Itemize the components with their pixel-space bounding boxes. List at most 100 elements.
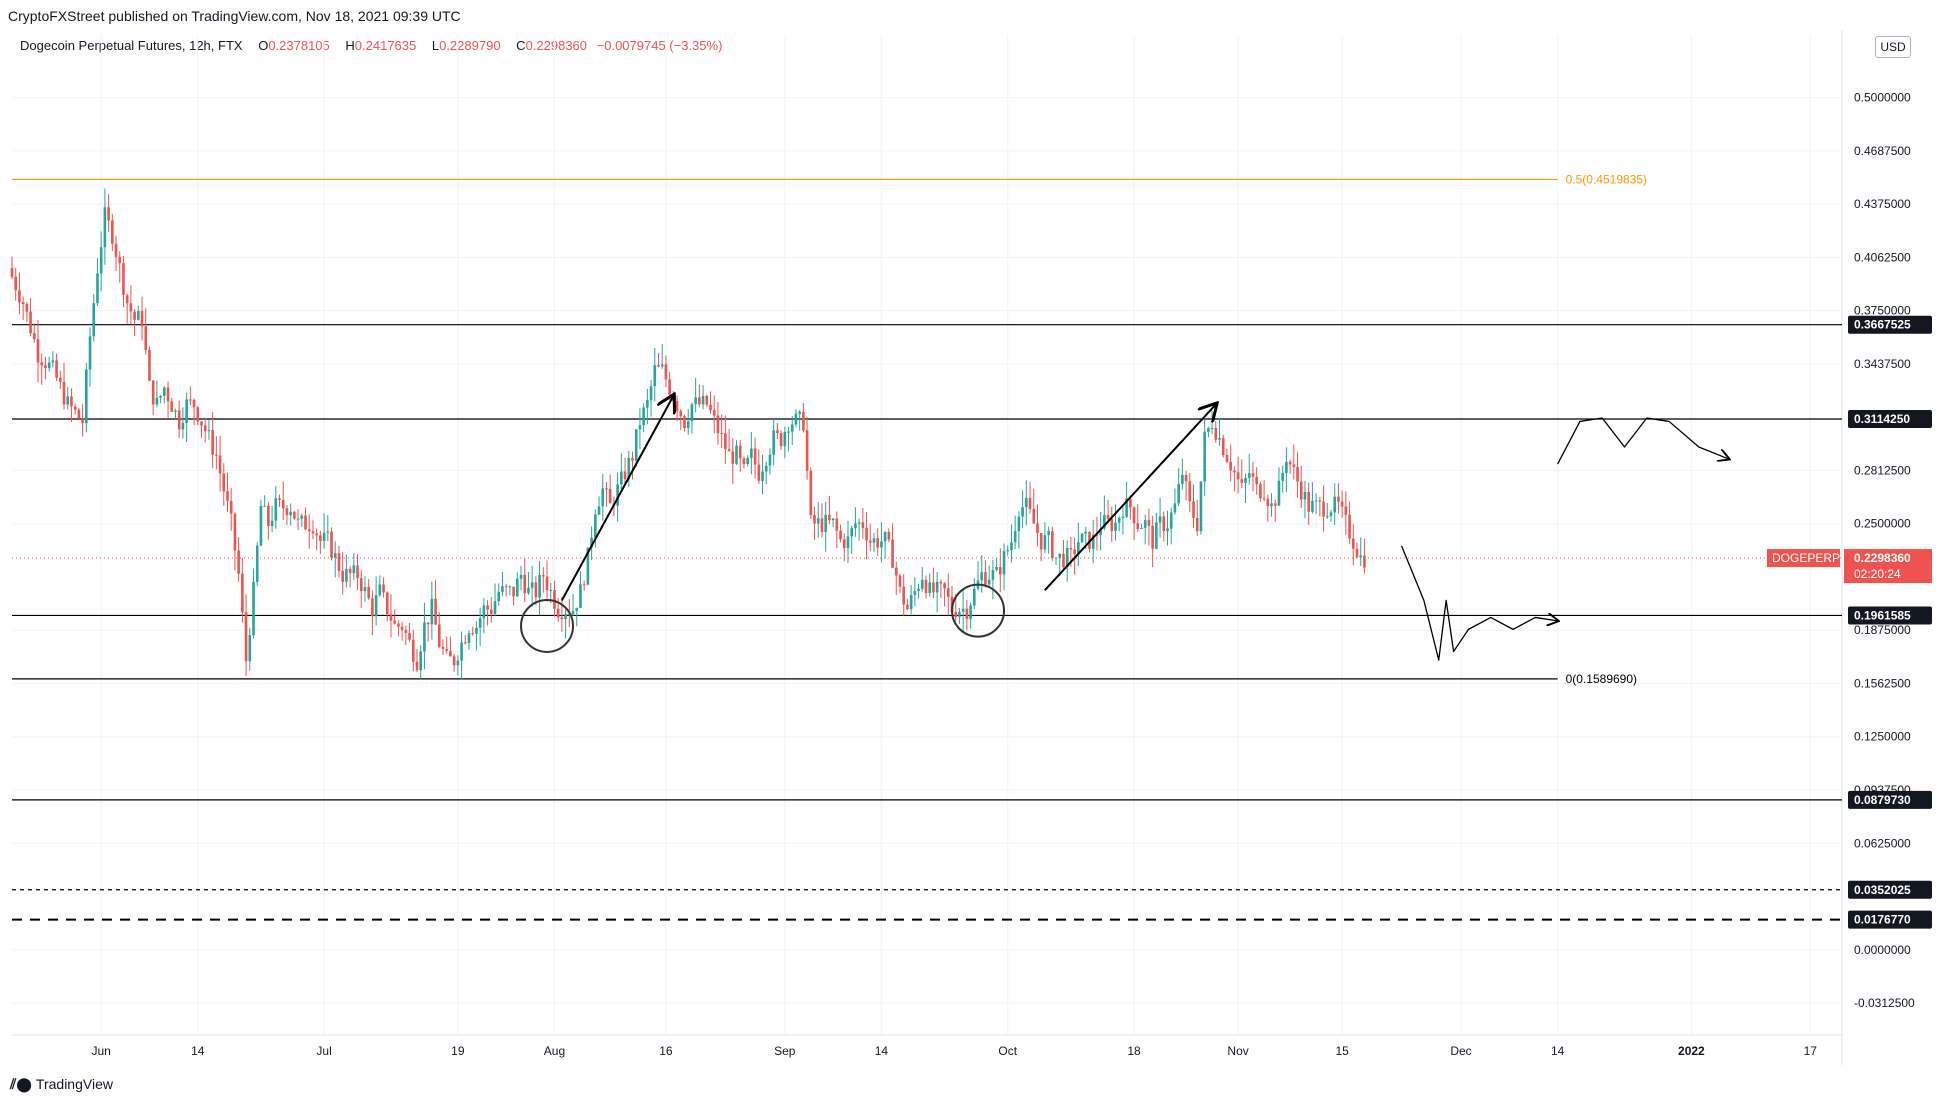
candle-body — [538, 575, 541, 598]
candle-body — [345, 568, 348, 582]
candle-body — [114, 243, 118, 257]
candle-body — [96, 273, 99, 304]
candle-body — [486, 605, 489, 610]
candle-body — [631, 457, 634, 461]
candle-body — [973, 588, 976, 606]
level-tag-bg — [1848, 910, 1932, 929]
candle-body — [686, 421, 690, 429]
candle-body — [1017, 516, 1021, 532]
publisher-line: CryptoFXStreet published on TradingView.… — [8, 8, 461, 24]
candle-body — [887, 531, 891, 540]
level-tag-label: 0.0176770 — [1854, 913, 1911, 927]
candle-body — [761, 471, 764, 481]
candle-body — [1028, 497, 1032, 509]
candle-body — [471, 633, 475, 635]
candle-body — [419, 651, 422, 671]
candle-body — [1051, 531, 1054, 559]
candle-body — [397, 623, 400, 627]
candle-body — [530, 582, 534, 588]
candle-body — [226, 491, 229, 501]
candle-body — [1214, 427, 1218, 440]
candle-body — [1266, 498, 1270, 507]
candle-body — [779, 433, 783, 447]
candle-body — [229, 500, 233, 514]
time-tick-label: Dec — [1450, 1044, 1471, 1058]
candle-body — [1340, 501, 1344, 507]
highlight-circle — [520, 598, 575, 653]
candle-body — [746, 457, 749, 464]
candle-body — [475, 627, 478, 634]
candle-body — [1255, 476, 1258, 485]
candle-body — [62, 381, 66, 405]
candle-body — [463, 642, 467, 644]
level-tag-label: 0.3667525 — [1854, 318, 1911, 332]
candle-body — [1303, 492, 1307, 500]
candle-body — [1285, 461, 1288, 473]
candle-body — [81, 418, 84, 424]
price-tick-label: 0.2500000 — [1854, 517, 1911, 531]
candle-body — [824, 514, 827, 532]
candle-body — [411, 639, 415, 662]
candle-body — [865, 527, 868, 541]
candle-body — [1084, 531, 1088, 534]
candle-body — [1158, 516, 1162, 523]
candle-body — [1236, 472, 1240, 480]
candle-body — [542, 575, 545, 577]
candle-body — [999, 567, 1002, 575]
candle-body — [70, 396, 73, 407]
candle-body — [727, 449, 731, 452]
candle-body — [371, 598, 374, 617]
candle-body — [137, 311, 140, 320]
close-label: C — [516, 38, 526, 53]
time-tick-label: 2022 — [1678, 1044, 1705, 1058]
open-label: O — [258, 38, 269, 53]
time-tick-label: 17 — [1804, 1044, 1818, 1058]
candle-body — [1036, 523, 1039, 534]
candle-body — [828, 514, 831, 521]
candle-body — [802, 411, 805, 431]
candle-body — [1233, 470, 1236, 473]
candle-body — [720, 432, 723, 434]
candle-body — [140, 311, 144, 327]
tradingview-brand[interactable]: ⫽⬤ TradingView — [10, 1076, 113, 1093]
candle-body — [638, 425, 642, 430]
candle-body — [571, 611, 575, 615]
price-tick-label: 0.4375000 — [1854, 197, 1911, 211]
candle-body — [1025, 497, 1028, 508]
candle-body — [768, 454, 772, 466]
candle-body — [1110, 518, 1114, 531]
candle-body — [189, 399, 192, 401]
candle-body — [1333, 496, 1336, 513]
candle-body — [348, 568, 352, 574]
candle-body — [1125, 498, 1128, 517]
candle-body — [1225, 455, 1229, 462]
high-label: H — [345, 38, 355, 53]
candle-body — [709, 404, 712, 411]
candle-body — [322, 532, 326, 541]
candle-body — [1010, 542, 1013, 551]
candle-body — [18, 290, 21, 303]
candle-body — [1281, 472, 1284, 481]
candle-body — [449, 650, 452, 657]
candle-body — [293, 511, 296, 519]
brand-label: TradingView — [35, 1076, 113, 1092]
candle-body — [1259, 484, 1262, 499]
currency-button[interactable]: USD — [1875, 36, 1911, 58]
candle-body — [954, 611, 958, 618]
candle-body — [296, 518, 300, 520]
candle-body — [920, 579, 924, 589]
candle-body — [88, 336, 92, 370]
candle-body — [935, 581, 939, 593]
candle-body — [679, 411, 683, 417]
time-tick-label: 14 — [191, 1044, 205, 1058]
fib-level-label: 0(0.1589690) — [1566, 672, 1637, 686]
candle-body — [724, 433, 727, 450]
candle-body — [166, 387, 170, 402]
candle-body — [1147, 520, 1151, 526]
candle-body — [568, 614, 571, 616]
high-value: 0.2417635 — [354, 38, 417, 53]
candle-body — [805, 430, 809, 471]
candle-body — [404, 629, 408, 634]
candle-body — [456, 660, 460, 666]
